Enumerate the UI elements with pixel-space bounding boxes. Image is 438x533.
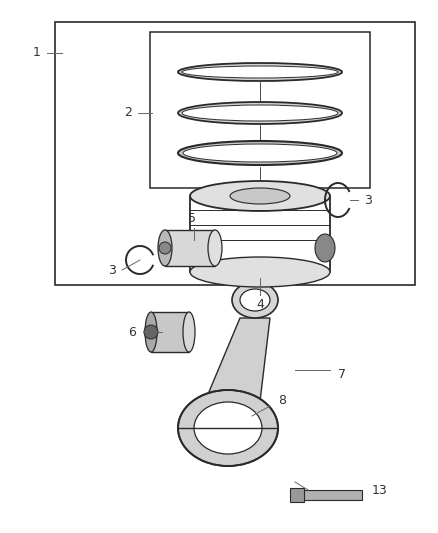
Ellipse shape xyxy=(144,325,158,339)
Text: 1: 1 xyxy=(33,46,41,60)
Ellipse shape xyxy=(190,257,330,287)
Ellipse shape xyxy=(178,63,342,81)
Ellipse shape xyxy=(159,242,171,254)
Text: 13: 13 xyxy=(372,483,388,497)
Ellipse shape xyxy=(183,144,337,162)
Ellipse shape xyxy=(183,312,195,352)
Ellipse shape xyxy=(240,289,270,311)
Bar xyxy=(55,22,415,285)
Ellipse shape xyxy=(190,181,330,211)
Polygon shape xyxy=(198,318,270,418)
Ellipse shape xyxy=(230,188,290,204)
Bar xyxy=(151,312,189,352)
Text: 4: 4 xyxy=(256,298,264,311)
Ellipse shape xyxy=(158,230,172,266)
Bar xyxy=(165,230,215,266)
Text: 7: 7 xyxy=(338,368,346,382)
Ellipse shape xyxy=(178,141,342,165)
Ellipse shape xyxy=(232,282,278,318)
Ellipse shape xyxy=(178,102,342,124)
Ellipse shape xyxy=(315,234,335,262)
Text: 5: 5 xyxy=(188,212,196,224)
Ellipse shape xyxy=(182,105,338,121)
Ellipse shape xyxy=(194,402,262,454)
Ellipse shape xyxy=(145,312,157,352)
Text: 6: 6 xyxy=(128,326,136,338)
Ellipse shape xyxy=(208,230,222,266)
Bar xyxy=(302,490,362,500)
Text: 8: 8 xyxy=(278,393,286,407)
Bar xyxy=(150,32,370,188)
Ellipse shape xyxy=(182,66,338,78)
Ellipse shape xyxy=(178,390,278,466)
Text: 3: 3 xyxy=(108,263,116,277)
Text: 2: 2 xyxy=(124,107,132,119)
Text: 3: 3 xyxy=(364,193,372,206)
Bar xyxy=(290,488,304,502)
